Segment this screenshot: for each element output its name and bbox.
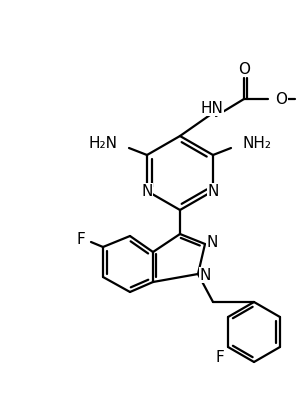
Text: N: N — [206, 234, 218, 249]
Text: F: F — [77, 232, 85, 247]
Text: O: O — [275, 91, 287, 106]
Text: F: F — [216, 349, 225, 364]
Text: HN: HN — [201, 100, 223, 115]
Text: N: N — [199, 268, 211, 282]
Text: O: O — [238, 61, 250, 76]
Text: H₂N: H₂N — [88, 136, 117, 151]
Text: NH₂: NH₂ — [243, 136, 272, 151]
Text: N: N — [141, 184, 153, 199]
Text: N: N — [207, 184, 219, 199]
